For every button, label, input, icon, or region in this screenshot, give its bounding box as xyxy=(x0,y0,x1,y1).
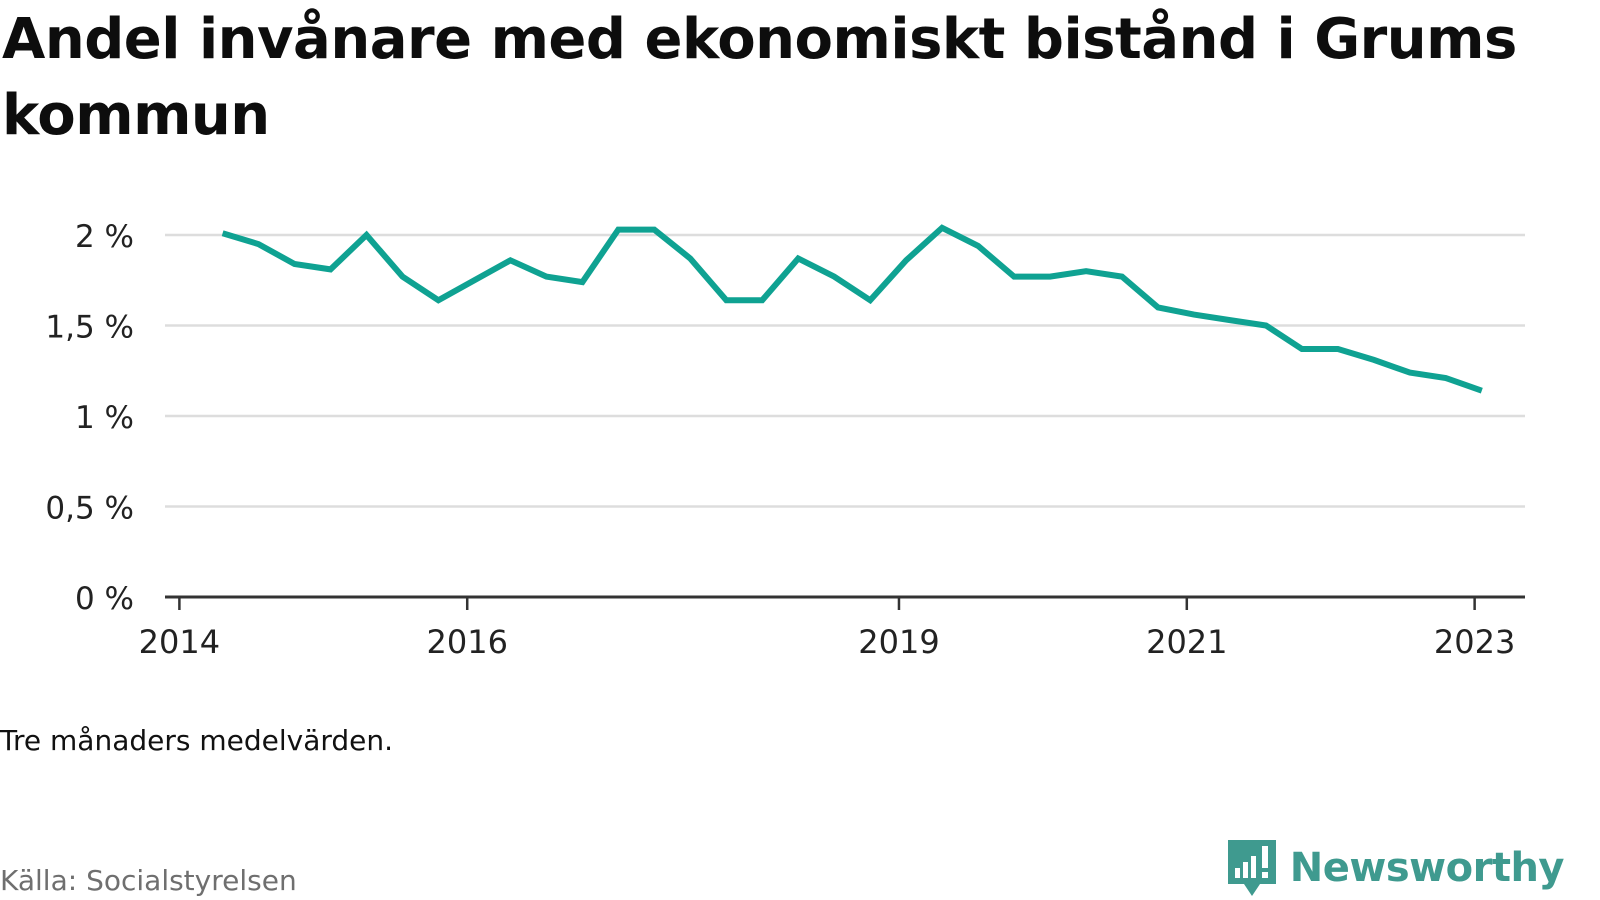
x-tick-label: 2016 xyxy=(427,623,508,661)
y-tick-label: 0 % xyxy=(75,581,134,617)
line-chart: 0 % 0,5 % 1 % 1,5 % 2 % 2014 2016 2019 2021 2023 xyxy=(45,219,1525,661)
gridlines xyxy=(165,233,1525,508)
y-axis-labels: 0 % 0,5 % 1 % 1,5 % 2 % xyxy=(45,219,134,617)
x-tick-label: 2021 xyxy=(1146,623,1227,661)
x-tick-label: 2023 xyxy=(1434,623,1515,661)
x-tick-label: 2014 xyxy=(139,623,220,661)
brand[interactable]: Newsworthy xyxy=(1226,838,1565,898)
y-tick-label: 1,5 % xyxy=(45,310,134,346)
newsworthy-logo-icon xyxy=(1227,840,1276,896)
source-label: Källa: Socialstyrelsen xyxy=(0,864,297,897)
chart-note: Tre månaders medelvärden. xyxy=(0,724,394,757)
series-group xyxy=(221,224,1483,394)
brand-name: Newsworthy xyxy=(1289,845,1565,891)
x-tick-label: 2019 xyxy=(858,623,939,661)
series-line xyxy=(221,224,1483,394)
y-tick-label: 0,5 % xyxy=(45,491,134,527)
chart-title: Andel invånare med ekonomiskt bistånd i … xyxy=(2,7,1517,148)
x-axis: 2014 2016 2019 2021 2023 xyxy=(139,595,1525,661)
y-tick-label: 2 % xyxy=(75,219,134,255)
y-tick-label: 1 % xyxy=(75,400,134,436)
